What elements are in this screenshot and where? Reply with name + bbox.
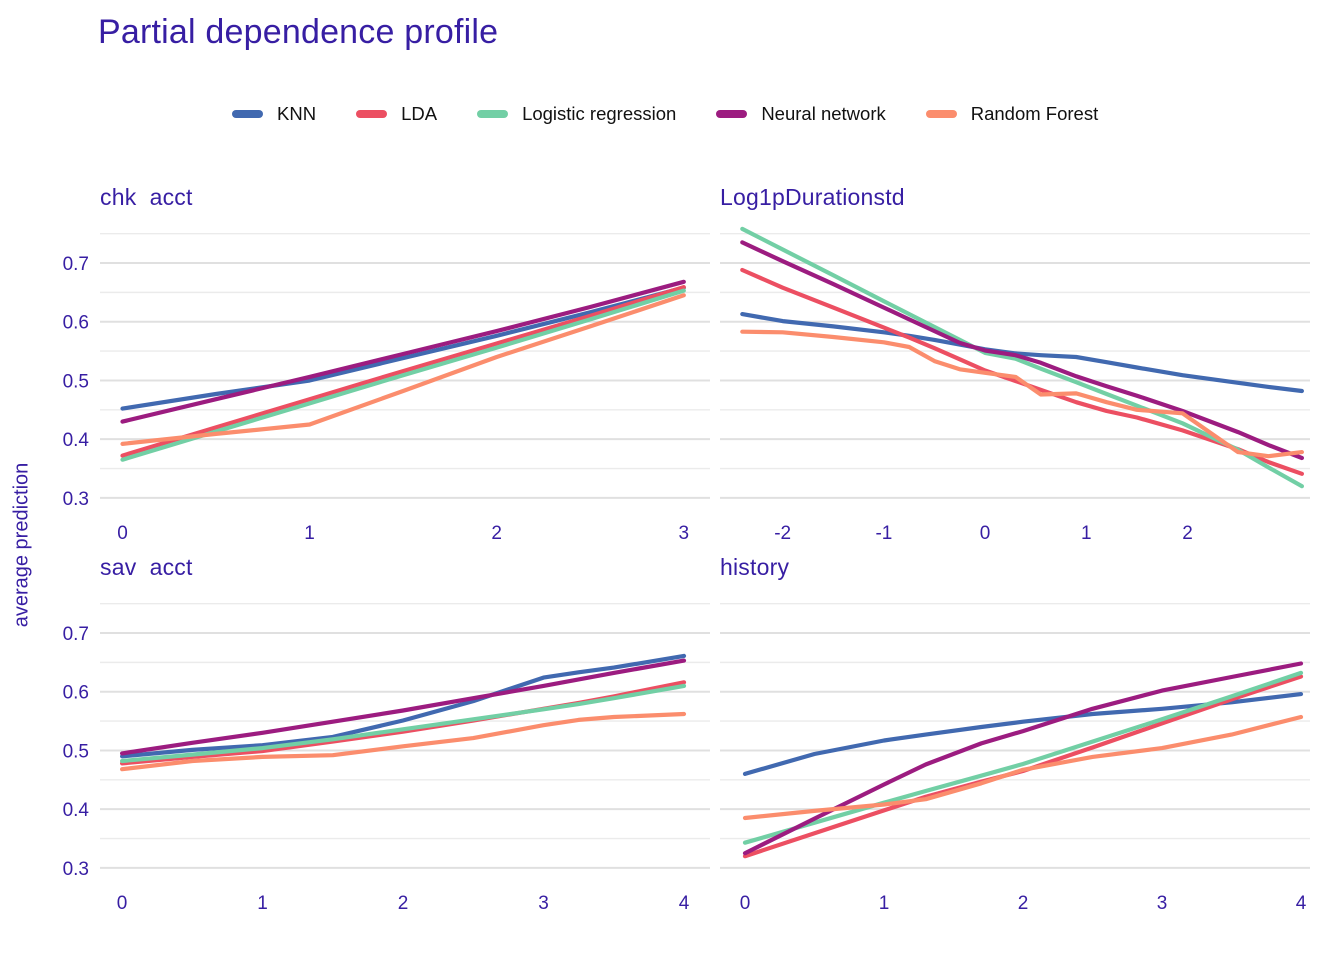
legend-swatch [232, 110, 263, 118]
legend-label: Random Forest [970, 103, 1099, 124]
legend-item-random-forest: Random Forest [925, 103, 1099, 125]
x-tick-label: 2 [491, 523, 502, 544]
x-tick-label: 0 [980, 523, 991, 544]
legend-label: LDA [401, 103, 438, 124]
x-tick-label: 4 [1296, 893, 1307, 914]
x-tick-label: 2 [1018, 893, 1029, 914]
y-tick-label: 0.6 [63, 313, 89, 334]
y-tick-label: 0.3 [63, 489, 89, 510]
series-line-random-forest [120, 711, 687, 772]
legend-item-logistic-regression: Logistic regression [477, 103, 676, 125]
series-line-neural-network [740, 240, 1305, 461]
panel-plot-chk-acct: 0 1 2 3 0.7 0.6 0.5 0.4 0.3 [63, 232, 710, 544]
legend-swatch [477, 110, 509, 118]
x-tick-label: 1 [304, 523, 315, 544]
series-line-logistic-regression [742, 670, 1304, 845]
series-line-neural-network [120, 279, 686, 424]
series-line-knn [120, 285, 686, 411]
chart-title: Partial dependence profile [98, 13, 499, 51]
series-line-logistic-regression [120, 288, 686, 462]
legend-swatch [356, 110, 388, 118]
legend-item-neural-network: Neural network [716, 103, 886, 125]
series-line-lda [120, 284, 686, 458]
series-line-neural-network [120, 658, 687, 756]
series-line-logistic-regression [120, 683, 687, 764]
series-line-lda [740, 267, 1305, 476]
x-tick-label: 2 [1182, 523, 1193, 544]
panel-plot-sav-acct: 0 1 2 3 4 0.7 0.6 0.5 0.4 0.3 [63, 602, 710, 914]
panel-title-sav-acct: sav acct [100, 554, 193, 580]
panel-plot-history: 0 1 2 3 4 [720, 602, 1310, 914]
panel-title-log1p-duration-std: Log1pDurationstd [720, 184, 905, 210]
y-tick-label: 0.4 [63, 430, 90, 451]
y-tick-label: 0.7 [63, 624, 89, 645]
y-tick-label: 0.5 [63, 371, 89, 392]
y-tick-label: 0.7 [63, 254, 89, 275]
legend-label: Neural network [761, 103, 886, 124]
x-tick-label: 3 [679, 523, 690, 544]
chart-legend: KNN LDA Logistic regression Neural network R… [232, 103, 1098, 125]
x-tick-label: -1 [875, 523, 892, 544]
y-tick-label: 0.3 [63, 859, 89, 880]
legend-label: KNN [277, 103, 317, 124]
x-tick-label: 1 [879, 893, 890, 914]
x-tick-label: 2 [398, 893, 409, 914]
panel-plot-log1p-duration-std: -2 -1 0 1 2 [720, 226, 1310, 544]
x-tick-label: 0 [740, 893, 751, 914]
series-line-random-forest [120, 293, 686, 446]
y-axis-title: average prediction [10, 462, 33, 628]
panel-title-chk-acct: chk acct [100, 184, 193, 210]
x-tick-label: -2 [774, 523, 791, 544]
legend-item-lda: LDA [356, 103, 437, 125]
panel-title-history: history [720, 554, 790, 580]
x-tick-label: 1 [1081, 523, 1092, 544]
series-line-logistic-regression [740, 226, 1305, 489]
series-line-random-forest [740, 329, 1305, 459]
y-tick-label: 0.6 [63, 683, 89, 704]
series-line-knn [120, 653, 687, 759]
x-tick-label: 3 [538, 893, 549, 914]
legend-swatch [925, 110, 957, 118]
y-tick-label: 0.5 [63, 741, 89, 762]
series-line-lda [742, 674, 1304, 859]
series-line-knn [742, 691, 1304, 776]
x-tick-label: 0 [117, 523, 128, 544]
series-line-neural-network [742, 661, 1304, 856]
legend-label: Logistic regression [522, 103, 677, 124]
x-tick-label: 4 [679, 893, 690, 914]
legend-swatch [716, 110, 748, 118]
x-tick-label: 3 [1157, 893, 1168, 914]
y-tick-label: 0.4 [63, 800, 90, 821]
legend-item-knn: KNN [232, 103, 316, 125]
x-tick-label: 1 [257, 893, 268, 914]
x-tick-label: 0 [117, 893, 128, 914]
series-line-random-forest [742, 714, 1304, 821]
